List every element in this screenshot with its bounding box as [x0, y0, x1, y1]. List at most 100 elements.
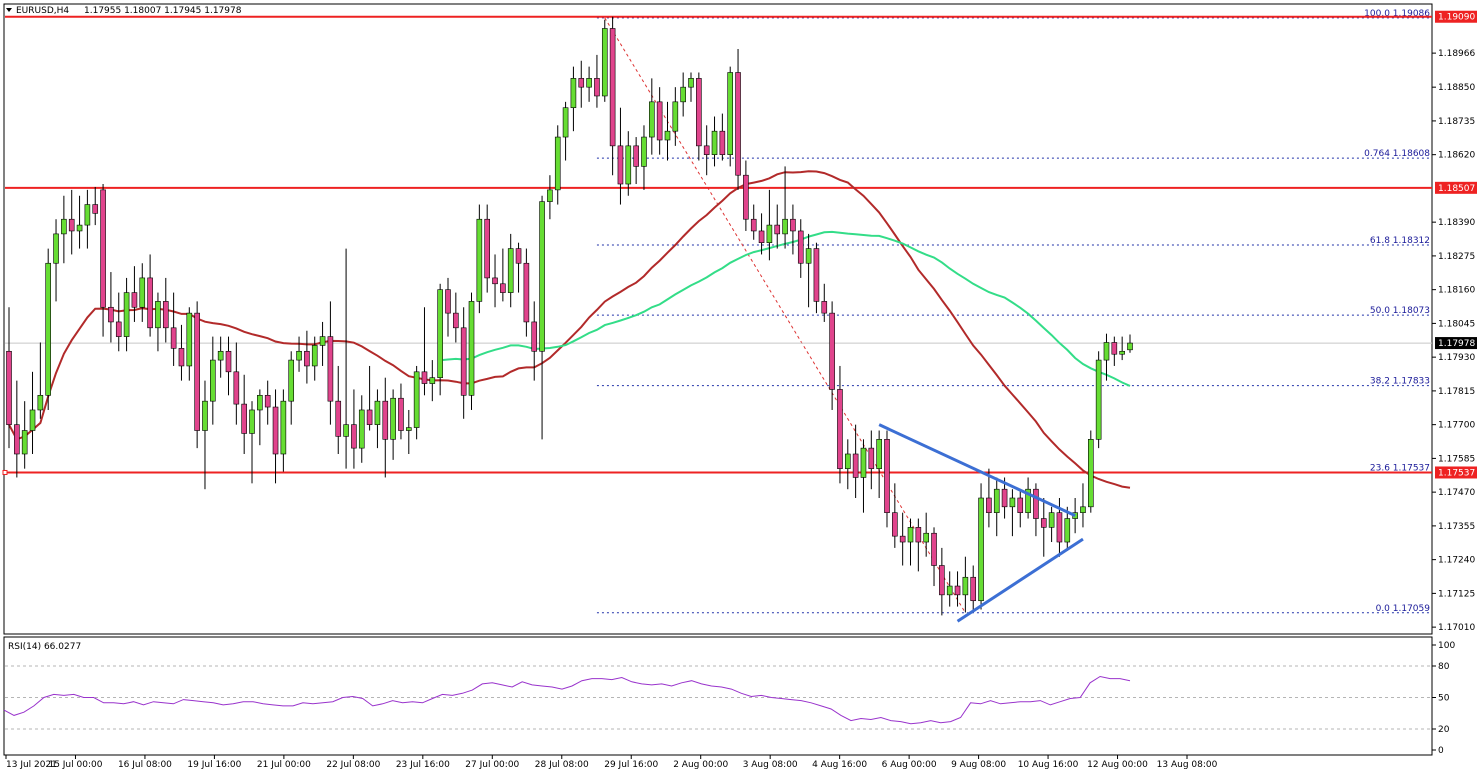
triangle-trendlines[interactable]: [878, 423, 1084, 623]
bearish-candle-body: [366, 409, 373, 425]
level-price-tag-label: 1.17537: [1438, 468, 1475, 478]
bearish-candle-body: [351, 424, 357, 449]
bearish-candle-body: [884, 439, 890, 513]
lower-trendline[interactable]: [956, 537, 1084, 623]
bearish-candle-body: [6, 350, 12, 425]
time-tick-label: 22 Jul 08:00: [326, 760, 380, 770]
bearish-candle-body: [335, 400, 342, 437]
bullish-candle-body: [1095, 359, 1102, 440]
level-anchor-marker[interactable]: [2, 469, 8, 475]
candle: [390, 389, 396, 460]
price-axis: 1.18966 1.18850 1.18735 1.18620 1.18390 1.182…: [1432, 49, 1475, 633]
level-price-tag: [1435, 181, 1477, 194]
candle: [1111, 336, 1118, 366]
upper-trendline[interactable]: [878, 423, 1076, 517]
bullish-candle-body: [641, 136, 647, 167]
bearish-candle-body: [970, 576, 977, 602]
bullish-candle-body: [1025, 488, 1031, 513]
bullish-candle-body: [1103, 342, 1110, 361]
candle: [249, 401, 255, 484]
bearish-candle-body: [774, 224, 781, 235]
bullish-candle-body: [390, 397, 396, 440]
bullish-candle-body: [586, 78, 592, 88]
bearish-candle-body: [68, 218, 75, 232]
bearish-candle-body: [445, 289, 451, 314]
candle: [1048, 506, 1055, 543]
time-tick-label: 13 Aug 08:00: [1157, 760, 1218, 770]
bullish-candle-body: [1064, 518, 1071, 543]
bearish-candle-body: [578, 78, 585, 88]
candle: [257, 389, 263, 446]
bearish-candle-body: [719, 130, 726, 155]
time-tick-label: 9 Aug 08:00: [951, 760, 1006, 770]
dropdown-triangle-icon[interactable]: [6, 8, 12, 12]
price-tags: 1.19090 1.18507 1.17537 1.17978: [2, 10, 1477, 479]
bullish-candle-body: [554, 136, 561, 191]
candle: [304, 330, 310, 384]
candle: [554, 125, 561, 205]
price-tick-label: 1.18966: [1438, 49, 1475, 59]
bearish-candle-body: [178, 348, 185, 367]
bullish-candle-body: [217, 350, 224, 361]
current-price-tag-label: 1.17978: [1438, 339, 1475, 349]
bullish-candle-body: [280, 400, 287, 455]
candle: [1040, 498, 1047, 557]
bullish-candle-body: [539, 201, 545, 352]
candle: [217, 336, 224, 378]
bullish-candle-body: [570, 78, 577, 109]
candle: [1033, 483, 1039, 537]
candle: [939, 547, 945, 616]
candle: [954, 571, 961, 607]
time-tick-label: 6 Aug 00:00: [882, 760, 937, 770]
candle: [484, 204, 490, 293]
candle: [468, 292, 475, 410]
candle: [327, 301, 334, 425]
candle: [790, 204, 796, 255]
candle: [92, 186, 99, 226]
candle: [84, 189, 91, 249]
bullish-candle-body: [1048, 512, 1055, 528]
ohlc-readout: 1.17955 1.18007 1.17945 1.17978: [84, 6, 242, 16]
time-tick-label: 28 Jul 08:00: [535, 760, 589, 770]
bullish-candle-body: [29, 409, 36, 431]
candle: [594, 54, 600, 108]
bullish-candle-body: [343, 424, 349, 437]
bullish-candle-body: [358, 409, 365, 449]
candle: [507, 233, 514, 308]
candle: [743, 160, 749, 231]
bearish-candle-body: [986, 497, 992, 513]
candle: [1025, 477, 1031, 519]
fib-level-label: 23.6 1.17537: [1370, 463, 1430, 473]
bullish-candle-body: [468, 301, 475, 396]
candle: [147, 254, 153, 337]
bearish-candle-body: [492, 277, 498, 285]
candle: [335, 365, 342, 454]
candle: [194, 301, 200, 449]
bearish-candle-body: [954, 585, 961, 596]
candle: [719, 113, 726, 161]
candle: [664, 101, 671, 161]
bullish-candle-body: [993, 488, 1000, 513]
candle: [476, 204, 483, 314]
bearish-candle-body: [327, 336, 334, 402]
support-resistance-levels[interactable]: [5, 15, 1432, 474]
bearish-candle-body: [790, 218, 796, 232]
current-price-tag: [1435, 337, 1477, 350]
candle: [241, 374, 247, 454]
bearish-candle-body: [241, 403, 247, 434]
candle: [805, 233, 812, 308]
bullish-candle-body: [429, 377, 436, 384]
rsi-pane[interactable]: [3, 636, 1433, 756]
bearish-candle-body: [115, 321, 122, 337]
candle: [946, 571, 953, 607]
candle: [601, 19, 608, 102]
candle: [1009, 489, 1016, 537]
bullish-candle-body: [727, 72, 734, 155]
candle: [53, 219, 59, 302]
bearish-candle-body: [735, 72, 741, 176]
bullish-candle-body: [374, 400, 381, 425]
bullish-candle-body: [405, 427, 412, 431]
price-pane[interactable]: [3, 3, 1433, 635]
